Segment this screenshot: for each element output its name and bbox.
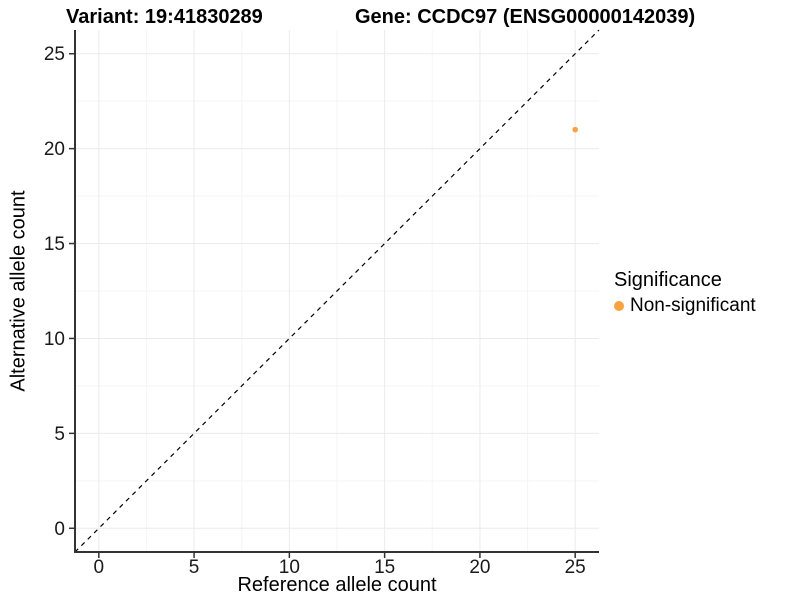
legend: Significance Non-significant (614, 269, 756, 317)
identity-dashed-line (74, 29, 600, 553)
y-tick-label: 25 (44, 44, 65, 65)
x-tick-label: 5 (189, 557, 200, 578)
legend-title: Significance (614, 269, 722, 291)
y-axis-title: Alternative allele count (7, 190, 30, 392)
y-tick-label: 15 (44, 234, 65, 255)
y-tick-label: 0 (54, 519, 65, 540)
legend-item-non-significant: Non-significant (614, 295, 756, 317)
y-tick-label: 10 (44, 329, 65, 350)
y-tick-label: 20 (44, 139, 65, 160)
legend-item-label: Non-significant (630, 295, 756, 316)
gene-title: Gene: CCDC97 (ENSG00000142039) (355, 6, 696, 28)
variant-title: Variant: 19:41830289 (66, 6, 263, 28)
x-tick-label: 10 (279, 557, 300, 578)
x-tick-label: 15 (374, 557, 395, 578)
x-tick-label: 20 (469, 557, 490, 578)
data-point (572, 126, 578, 133)
x-tick-label: 25 (565, 557, 586, 578)
x-tick-label: 0 (94, 557, 105, 578)
y-tick-label: 5 (54, 424, 65, 445)
x-axis-title: Reference allele count (237, 574, 437, 596)
legend-point-icon (614, 301, 624, 311)
